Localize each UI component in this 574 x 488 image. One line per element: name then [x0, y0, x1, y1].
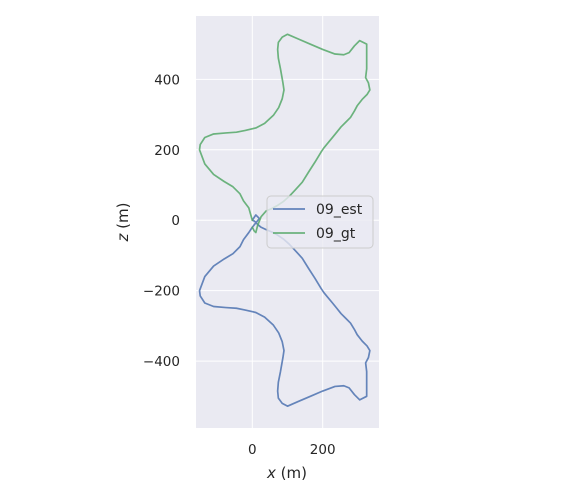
x-tick-label: 200 — [310, 442, 336, 458]
legend-label-09-est: 09_est — [316, 202, 363, 218]
series-layer — [198, 33, 371, 408]
y-axis-label: z (m) — [114, 203, 132, 243]
y-tick-label: −400 — [143, 354, 180, 370]
series-line-09-gt — [198, 33, 371, 234]
y-tick-label: 200 — [154, 143, 180, 159]
legend-label-09-gt: 09_gt — [316, 226, 356, 242]
series-line-09-est — [198, 214, 371, 408]
y-tick-labels: −400 −200 0 200 400 — [143, 72, 180, 370]
y-tick-label: 400 — [154, 72, 180, 88]
y-tick-label: 0 — [171, 213, 180, 229]
y-tick-label: −200 — [143, 284, 180, 300]
x-tick-labels: 0 200 — [248, 442, 336, 458]
legend: 09_est 09_gt — [266, 195, 374, 249]
x-tick-label: 0 — [248, 442, 257, 458]
y-gridlines — [196, 78, 379, 362]
x-axis-label: x (m) — [266, 464, 307, 482]
